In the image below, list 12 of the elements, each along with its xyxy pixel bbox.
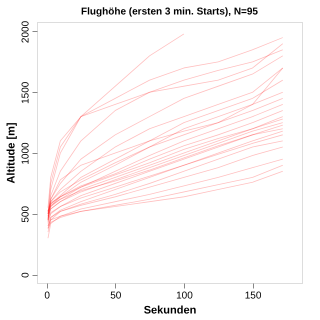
chart-title: Flughöhe (ersten 3 min. Starts), N=95 — [81, 6, 258, 18]
y-axis-title: Altitude [m] — [6, 122, 18, 184]
y-tick-label: 500 — [20, 206, 32, 223]
y-tick-label: 1000 — [20, 142, 32, 165]
y-tick-label: 0 — [20, 272, 32, 278]
x-tick-label: 100 — [176, 290, 194, 302]
y-tick-label: 2000 — [20, 20, 32, 44]
x-axis-title: Sekunden — [144, 304, 197, 316]
x-tick-label: 50 — [110, 290, 122, 302]
y-tick-label: 1500 — [20, 81, 32, 104]
x-tick-label: 0 — [44, 290, 50, 302]
x-tick-label: 150 — [244, 290, 262, 302]
